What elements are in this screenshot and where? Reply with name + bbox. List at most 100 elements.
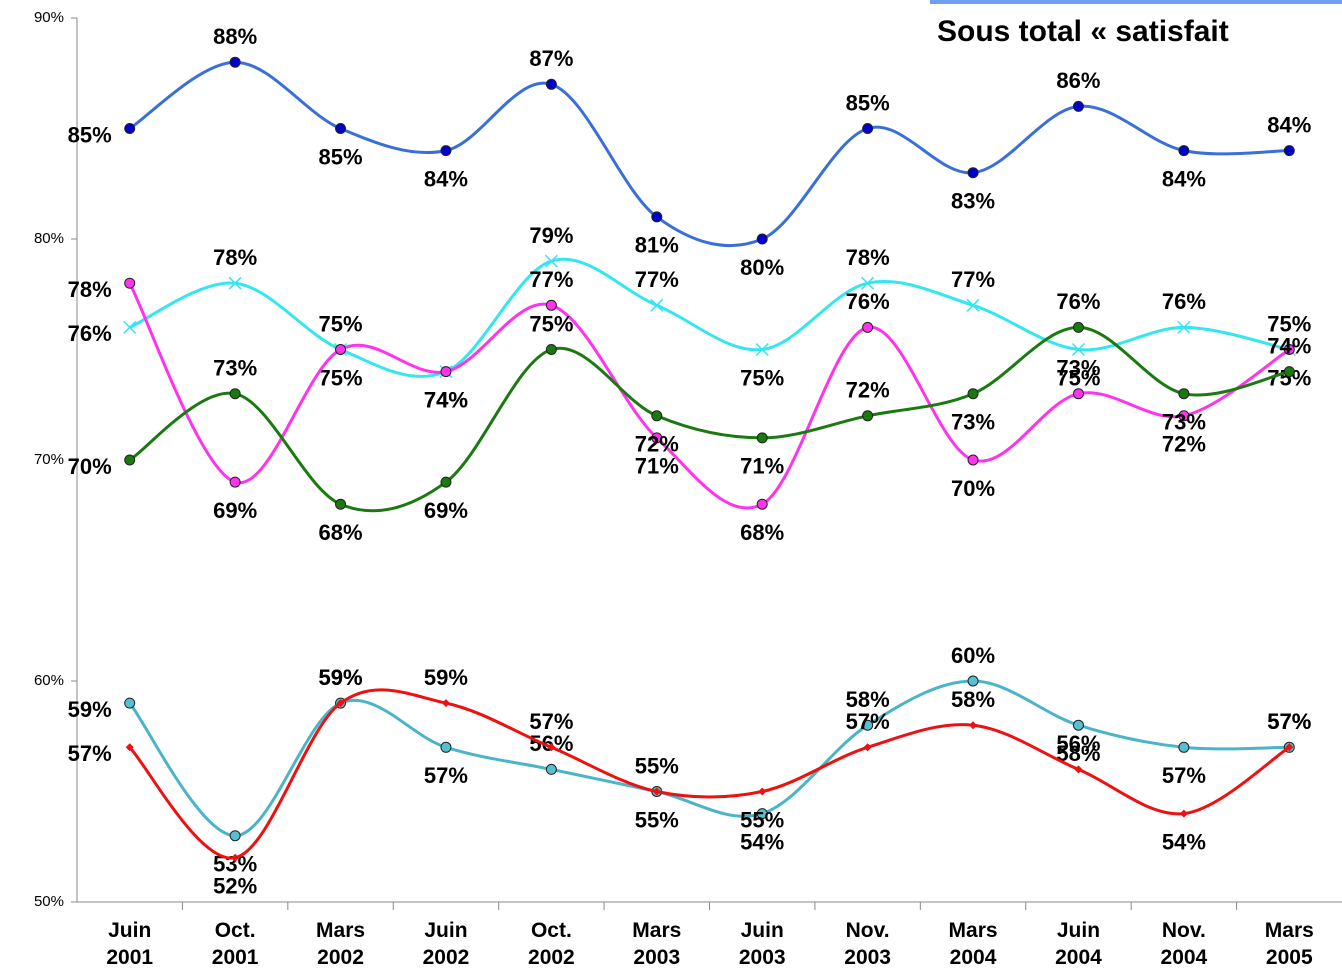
data-label: 73% bbox=[1162, 410, 1206, 435]
data-label: 72% bbox=[635, 432, 679, 457]
marker bbox=[335, 498, 347, 510]
marker bbox=[650, 298, 664, 312]
data-label: 70% bbox=[951, 476, 995, 501]
marker bbox=[756, 432, 768, 444]
data-label: 59% bbox=[319, 665, 363, 690]
marker bbox=[651, 432, 663, 444]
data-label: 84% bbox=[1162, 166, 1206, 191]
marker bbox=[862, 719, 874, 731]
marker bbox=[441, 699, 450, 708]
marker bbox=[967, 388, 979, 400]
data-label: 69% bbox=[424, 498, 468, 523]
data-label: 76% bbox=[846, 289, 890, 314]
data-label: 74% bbox=[424, 387, 468, 412]
marker bbox=[756, 233, 768, 245]
data-label: 76% bbox=[1056, 289, 1100, 314]
x-tick-label: Nov. 2003 bbox=[844, 919, 891, 969]
x-tick-label: Oct. 2001 bbox=[211, 919, 259, 969]
data-label: 55% bbox=[635, 753, 679, 778]
marker bbox=[1179, 809, 1188, 818]
marker bbox=[545, 763, 557, 775]
marker bbox=[862, 321, 874, 333]
series-line bbox=[129, 257, 1290, 378]
marker bbox=[651, 211, 663, 223]
x-tick-label: Juin 2001 bbox=[106, 919, 154, 969]
data-label: 54% bbox=[740, 829, 784, 854]
data-label: 57% bbox=[68, 741, 112, 766]
data-label: 58% bbox=[846, 687, 890, 712]
marker bbox=[1072, 321, 1084, 333]
data-label: 84% bbox=[1267, 112, 1311, 137]
marker bbox=[1178, 145, 1190, 157]
data-label: 57% bbox=[529, 709, 573, 734]
marker bbox=[440, 741, 452, 753]
chart-title: Sous total « satisfait bbox=[937, 15, 1229, 48]
marker bbox=[545, 344, 557, 355]
y-tick-label: 60% bbox=[34, 672, 64, 689]
data-label: 75% bbox=[319, 311, 363, 336]
marker bbox=[758, 787, 767, 796]
data-label: 70% bbox=[68, 454, 112, 479]
marker bbox=[229, 388, 241, 400]
x-tick-label: Juin 2003 bbox=[738, 919, 786, 969]
y-tick-label: 80% bbox=[34, 230, 64, 247]
marker bbox=[1072, 100, 1084, 112]
data-label: 72% bbox=[1162, 432, 1206, 457]
data-label: 75% bbox=[529, 311, 573, 336]
data-label: 57% bbox=[1267, 709, 1311, 734]
data-label: 84% bbox=[424, 166, 468, 191]
marker bbox=[545, 78, 557, 90]
data-label: 59% bbox=[68, 697, 112, 722]
data-label: 52% bbox=[213, 874, 257, 899]
marker bbox=[124, 454, 136, 466]
x-tick-label: Mars 2003 bbox=[632, 919, 682, 969]
data-label: 75% bbox=[1056, 365, 1100, 390]
marker bbox=[966, 298, 980, 312]
marker bbox=[1283, 366, 1295, 378]
marker bbox=[1283, 344, 1295, 355]
data-label: 71% bbox=[635, 454, 679, 479]
marker bbox=[1071, 342, 1085, 357]
data-label: 59% bbox=[319, 665, 363, 690]
marker bbox=[756, 808, 768, 820]
data-label: 77% bbox=[951, 267, 995, 292]
data-label: 85% bbox=[319, 144, 363, 169]
data-label: 68% bbox=[319, 520, 363, 545]
y-tick-label: 50% bbox=[34, 893, 64, 910]
marker bbox=[967, 454, 979, 466]
marker bbox=[229, 476, 241, 488]
marker bbox=[1074, 765, 1083, 774]
marker bbox=[124, 123, 136, 134]
data-label: 76% bbox=[1162, 289, 1206, 314]
y-tick-label: 90% bbox=[34, 9, 64, 26]
data-label: 78% bbox=[213, 245, 257, 270]
marker bbox=[125, 743, 134, 752]
data-label: 57% bbox=[1162, 763, 1206, 788]
marker bbox=[440, 145, 452, 157]
marker bbox=[1072, 388, 1084, 400]
x-tick-label: Mars 2005 bbox=[1264, 919, 1314, 969]
data-label: 57% bbox=[846, 709, 890, 734]
data-label: 71% bbox=[740, 454, 784, 479]
series-line bbox=[128, 688, 1291, 860]
data-label: 57% bbox=[424, 763, 468, 788]
data-label: 59% bbox=[424, 665, 468, 690]
data-label: 75% bbox=[1267, 311, 1311, 336]
data-label: 85% bbox=[846, 90, 890, 115]
marker bbox=[545, 299, 557, 311]
data-label: 58% bbox=[951, 687, 995, 712]
marker bbox=[969, 721, 978, 730]
marker bbox=[862, 410, 874, 422]
data-label: 56% bbox=[1056, 731, 1100, 756]
data-label: 87% bbox=[529, 46, 573, 71]
marker bbox=[1177, 320, 1191, 334]
data-label: 73% bbox=[213, 356, 257, 381]
marker bbox=[335, 123, 347, 134]
marker bbox=[1285, 743, 1294, 752]
marker bbox=[863, 743, 872, 752]
marker bbox=[547, 743, 556, 752]
marker bbox=[124, 277, 136, 289]
data-label: 75% bbox=[319, 365, 363, 390]
x-tick-label: Juin 2004 bbox=[1055, 919, 1102, 969]
marker bbox=[335, 344, 347, 355]
